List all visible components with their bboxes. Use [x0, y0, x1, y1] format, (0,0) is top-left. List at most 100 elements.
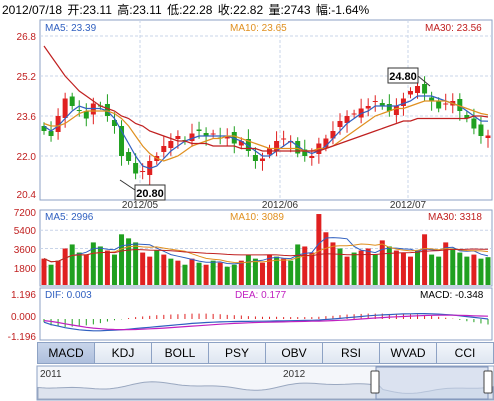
volume-bar-5	[76, 252, 82, 285]
volume-bar-60	[464, 256, 470, 285]
max-callout-box	[387, 67, 419, 84]
price-xtick-2: 2012/07	[390, 200, 427, 211]
min-callout-box	[134, 184, 166, 201]
navigator-selection[interactable]	[375, 366, 489, 400]
price-xtick-1: 2012/06	[262, 200, 299, 211]
tab-rsi[interactable]: RSI	[323, 342, 380, 364]
macd-ytick-2: -1.196	[8, 332, 37, 343]
tab-obv[interactable]: OBV	[266, 342, 323, 364]
candle-body-17	[161, 146, 167, 152]
candle-body-41	[330, 131, 336, 139]
volume-bar-54	[422, 234, 428, 285]
volume-bar-19	[175, 260, 181, 285]
volume-bar-39	[316, 214, 322, 285]
candle-body-56	[436, 101, 442, 109]
volume-bar-25	[217, 262, 223, 285]
volume-bar-14	[140, 252, 146, 285]
volume-bar-11	[119, 234, 125, 285]
volume-bar-35	[288, 260, 294, 285]
navigator-left-handle[interactable]	[370, 370, 380, 394]
candle-body-18	[168, 141, 174, 148]
price-ytick-3: 22.0	[17, 152, 37, 163]
volume-bar-63	[485, 257, 491, 285]
candle-body-42	[337, 121, 343, 127]
volume-bar-26	[224, 266, 230, 285]
price-grid	[40, 20, 492, 200]
tab-psy[interactable]: PSY	[209, 342, 266, 364]
candle-body-53	[415, 86, 421, 93]
volume-bar-47	[372, 254, 378, 285]
volume-bar-38	[309, 252, 315, 285]
tab-wvad[interactable]: WVAD	[380, 342, 437, 364]
tab-boll[interactable]: BOLL	[152, 342, 209, 364]
indicator-tabs: MACD KDJ BOLL PSY OBV RSI WVAD CCI	[37, 342, 494, 364]
volume-bar-12	[126, 238, 132, 285]
price-ytick-4: 20.4	[17, 190, 37, 201]
volume-ma5-label: MA5: 2996	[45, 212, 94, 223]
volume-bar-8	[97, 246, 103, 285]
navigator-right-handle[interactable]	[483, 370, 493, 394]
price-ytick-2: 23.6	[17, 112, 37, 123]
candle-body-54	[422, 84, 428, 94]
volume-bar-24	[210, 260, 216, 285]
volume-ma10-line	[43, 243, 489, 264]
volume-bar-52	[407, 256, 413, 285]
quote-change: 幅:-1.64%	[315, 3, 370, 17]
price-ma30-line	[43, 45, 489, 152]
candle-body-48	[379, 103, 385, 106]
volume-bar-50	[393, 250, 399, 285]
tab-macd[interactable]: MACD	[37, 342, 95, 364]
volume-bar-41	[330, 242, 336, 285]
candle-body-40	[323, 138, 329, 148]
volume-bar-61	[471, 254, 477, 285]
candle-body-23	[203, 133, 209, 136]
candle-body-46	[365, 106, 371, 109]
volume-bar-57	[443, 242, 449, 285]
volume-ytick-0: 7200	[14, 208, 37, 219]
price-panel-frame	[39, 19, 493, 201]
volume-bar-29	[245, 254, 251, 285]
volume-bar-62	[478, 258, 484, 285]
min-price-callout: 20.80	[119, 179, 166, 201]
price-ma10-line	[43, 100, 489, 162]
volume-bar-53	[415, 250, 421, 285]
max-callout-leader	[417, 75, 431, 87]
quote-volume: 量:2743	[268, 3, 311, 17]
candle-body-29	[245, 139, 251, 151]
volume-bar-46	[365, 248, 371, 285]
volume-bar-21	[189, 258, 195, 285]
price-ma5-line	[43, 95, 489, 170]
macd-lines	[43, 313, 489, 332]
volume-bar-13	[133, 242, 139, 285]
volume-bar-16	[154, 250, 160, 285]
candle-body-44	[351, 113, 357, 115]
volume-bar-3	[62, 248, 68, 285]
macd-ytick-1: 0.000	[11, 312, 36, 323]
candle-body-55	[429, 97, 435, 101]
candle-body-31	[259, 158, 265, 161]
volume-bar-45	[358, 250, 364, 285]
price-ytick-1: 25.2	[17, 72, 37, 83]
price-ma-lines	[43, 45, 489, 170]
quote-date: 2012/07/18	[2, 3, 63, 17]
price-xtick-0: 2012/05	[122, 200, 159, 211]
candle-body-13	[133, 163, 139, 174]
candle-body-37	[302, 149, 308, 156]
tab-cci[interactable]: CCI	[437, 342, 494, 364]
candle-body-57	[443, 103, 449, 105]
candle-body-43	[344, 116, 350, 123]
min-callout-text: 20.80	[136, 188, 164, 200]
volume-bar-48	[379, 240, 385, 285]
candle-body-61	[471, 118, 477, 129]
candle-body-63	[485, 135, 491, 138]
volume-bar-4	[69, 244, 75, 285]
tab-kdj[interactable]: KDJ	[95, 342, 152, 364]
candle-body-38	[309, 156, 315, 158]
candle-body-22	[196, 129, 202, 131]
candle-body-9	[104, 104, 110, 116]
candle-body-4	[69, 96, 75, 106]
price-ma30-label: MA30: 23.56	[425, 23, 482, 34]
volume-bar-30	[252, 258, 258, 285]
candle-body-24	[210, 133, 216, 135]
